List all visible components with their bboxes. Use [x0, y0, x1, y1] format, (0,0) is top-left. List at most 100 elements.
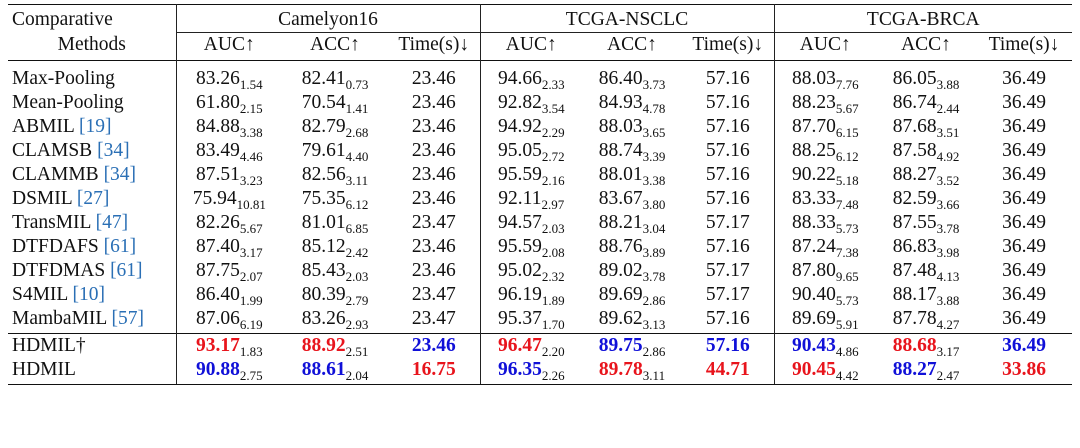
time-cell: 57.16: [682, 333, 775, 358]
metric-value: 79.61: [301, 140, 346, 161]
time-cell: 23.46: [388, 60, 481, 91]
std-value: 1.83: [239, 344, 263, 359]
metric-cell: 87.513.23: [176, 163, 282, 187]
time-cell: 36.49: [976, 307, 1072, 334]
std-value: 2.08: [541, 245, 565, 260]
table-row: Max-Pooling 83.261.54 82.410.73 23.46 94.662…: [8, 60, 1073, 92]
metric-value: 95.59: [497, 236, 542, 257]
method-name-cell: ABMIL [19]: [8, 115, 177, 139]
std-value: 3.66: [936, 197, 960, 212]
std-value: 3.51: [936, 125, 960, 140]
metric-value: 87.24: [791, 236, 836, 257]
metric-value: 87.06: [195, 308, 240, 329]
std-value: 2.03: [541, 221, 565, 236]
citation-link[interactable]: [47]: [95, 212, 129, 233]
table-row: Mean-Pooling 61.802.15 70.541.41 23.46 92.82…: [8, 91, 1072, 115]
std-value: 4.78: [642, 101, 666, 116]
col-header-time: Time(s)↓: [988, 34, 1060, 55]
std-value: 1.54: [239, 77, 263, 92]
citation-link[interactable]: [34]: [97, 140, 130, 161]
std-value: 1.41: [345, 101, 369, 116]
time-cell: 36.49: [976, 259, 1072, 283]
metric-cell: 89.783.11: [582, 358, 682, 385]
metric-value: 57.16: [705, 92, 750, 113]
std-value: 4.27: [936, 317, 960, 332]
citation-link[interactable]: [61]: [103, 236, 137, 257]
metric-value: 88.33: [791, 212, 836, 233]
std-value: 9.65: [835, 269, 859, 284]
std-value: 4.42: [835, 368, 859, 383]
metric-value: 83.33: [791, 188, 836, 209]
std-value: 6.19: [239, 317, 263, 332]
metric-value: 75.94: [192, 188, 237, 209]
metric-value: 90.43: [791, 335, 836, 356]
std-value: 2.15: [239, 101, 263, 116]
metric-cell: 88.683.17: [876, 333, 976, 358]
method-name: CLAMMB: [12, 164, 104, 185]
col-header-time: Time(s)↓: [388, 32, 481, 61]
time-cell: 36.49: [976, 235, 1072, 259]
metric-cell: 88.922.51: [282, 333, 388, 358]
citation-link[interactable]: [57]: [111, 308, 144, 329]
metric-value: 95.02: [497, 260, 542, 281]
metric-value: 36.49: [1002, 236, 1046, 257]
metric-value: 90.40: [791, 284, 836, 305]
std-value: 7.48: [835, 197, 859, 212]
metric-value: 83.26: [195, 68, 240, 89]
std-value: 2.33: [541, 77, 565, 92]
metric-value: 82.41: [301, 68, 346, 89]
metric-value: 93.17: [195, 335, 240, 356]
metric-value: 75.35: [301, 188, 346, 209]
metric-value: 82.79: [301, 116, 346, 137]
metric-value: 36.49: [1002, 188, 1046, 209]
metric-cell: 88.743.39: [582, 139, 682, 163]
citation-link[interactable]: [10]: [72, 284, 106, 305]
table-row: HDMIL† 93.171.83 88.922.51 23.46 96.472.20 89…: [8, 333, 1073, 359]
metric-value: 94.66: [497, 68, 542, 89]
metric-cell: 83.673.80: [582, 187, 682, 211]
std-value: 2.86: [642, 344, 666, 359]
std-value: 2.44: [936, 101, 960, 116]
metric-value: 80.39: [301, 284, 346, 305]
citation-link[interactable]: [19]: [78, 116, 112, 137]
citation-link[interactable]: [27]: [76, 188, 110, 209]
metric-value: 89.69: [598, 284, 643, 305]
std-value: 3.80: [642, 197, 666, 212]
comparison-table: Comparative Camelyon16 TCGA-NSCLC TCGA-B…: [8, 4, 1073, 385]
std-value: 2.75: [239, 368, 263, 383]
time-cell: 23.46: [388, 333, 481, 358]
metric-cell: 61.802.15: [176, 91, 282, 115]
std-value: 3.04: [642, 221, 666, 236]
metric-value: 83.67: [598, 188, 643, 209]
metric-cell: 79.614.40: [282, 139, 388, 163]
std-value: 2.03: [345, 269, 369, 284]
metric-value: 92.82: [497, 92, 542, 113]
citation-link[interactable]: [34]: [103, 164, 137, 185]
std-value: 10.81: [236, 197, 266, 212]
metric-value: 88.25: [791, 140, 836, 161]
metric-value: 89.02: [598, 260, 643, 281]
std-value: 3.78: [642, 269, 666, 284]
time-cell: 23.46: [388, 259, 481, 283]
method-name-cell: CLAMSB [34]: [8, 139, 177, 163]
metric-cell: 84.883.38: [176, 115, 282, 139]
metric-value: 86.05: [892, 68, 937, 89]
std-value: 2.97: [541, 197, 565, 212]
time-cell: 57.17: [682, 259, 775, 283]
metric-cell: 93.171.83: [176, 333, 282, 359]
std-value: 3.78: [936, 221, 960, 236]
metric-value: 23.46: [411, 140, 456, 161]
metric-value: 23.46: [411, 236, 456, 257]
method-name: DTFDMAS: [12, 260, 111, 281]
method-name-cell: S4MIL [10]: [8, 283, 177, 307]
metric-value: 36.49: [1002, 164, 1046, 185]
std-value: 3.39: [642, 149, 666, 164]
time-cell: 57.16: [682, 163, 775, 187]
metric-cell: 90.405.73: [774, 283, 876, 307]
time-cell: 57.17: [682, 283, 775, 307]
metric-value: 89.69: [791, 308, 836, 329]
citation-link[interactable]: [61]: [110, 260, 143, 281]
metric-value: 16.75: [411, 359, 456, 380]
metric-value: 90.45: [791, 359, 836, 380]
time-cell: 23.47: [388, 211, 481, 235]
